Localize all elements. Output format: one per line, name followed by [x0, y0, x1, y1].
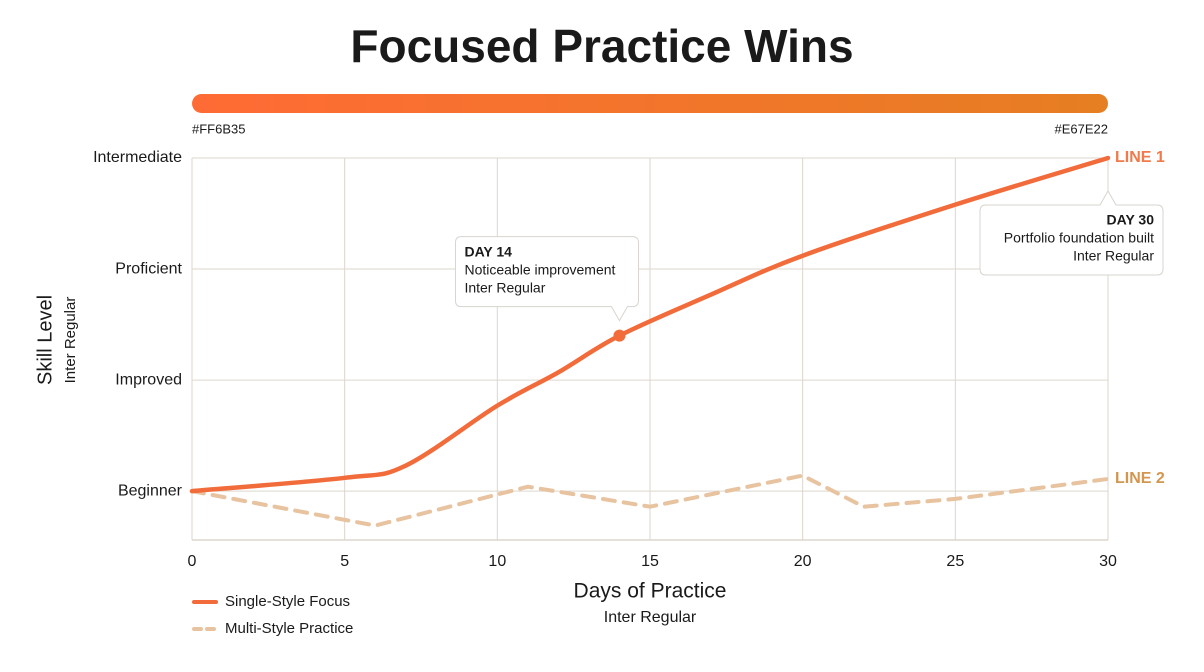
annotation-text: Portfolio foundation built [1004, 230, 1154, 246]
annotation-point [613, 329, 626, 342]
x-tick-label: 15 [641, 553, 659, 570]
annotation-title: DAY 14 [464, 243, 512, 259]
gradient-start-label: #FF6B35 [192, 121, 245, 136]
legend-label: Single-Style Focus [225, 593, 350, 610]
series-line [190, 473, 1110, 528]
annotation-subtext: Inter Regular [1073, 248, 1154, 264]
gradient-end-label: #E67E22 [1055, 121, 1109, 136]
x-axis-label: Days of Practice [574, 580, 727, 603]
x-axis-sublabel: Inter Regular [604, 609, 697, 626]
gradient-bar [192, 94, 1108, 113]
x-tick-label: 10 [488, 553, 506, 570]
x-tick-label: 30 [1099, 553, 1117, 570]
y-tick-label: Beginner [118, 482, 183, 499]
annotation: DAY 14 Noticeable improvement Inter Regula… [454, 236, 639, 322]
x-tick-label: 0 [188, 553, 197, 570]
x-tick-label: 20 [794, 553, 812, 570]
line-end-label: LINE 1 [1115, 149, 1165, 166]
line-end-label: LINE 2 [1115, 470, 1165, 487]
annotation-title: DAY 30 [1107, 212, 1155, 228]
y-axis-sublabel: Inter Regular [62, 297, 79, 384]
series-line [189, 155, 1111, 494]
annotation-box [454, 236, 639, 322]
annotation-box [979, 189, 1164, 276]
legend-label: Multi-Style Practice [225, 620, 353, 637]
annotation-subtext: Inter Regular [464, 279, 545, 295]
chart-title: Focused Practice Wins [350, 20, 853, 72]
x-tick-label: 25 [946, 553, 964, 570]
annotation: DAY 30 Portfolio foundation built Inter Re… [979, 189, 1164, 276]
y-tick-label: Intermediate [93, 149, 182, 166]
y-axis-label: Skill Level [34, 295, 56, 385]
x-tick-label: 5 [340, 553, 349, 570]
y-tick-label: Proficient [115, 260, 182, 277]
y-tick-label: Improved [115, 371, 182, 388]
annotation-text: Noticeable improvement [464, 261, 615, 277]
